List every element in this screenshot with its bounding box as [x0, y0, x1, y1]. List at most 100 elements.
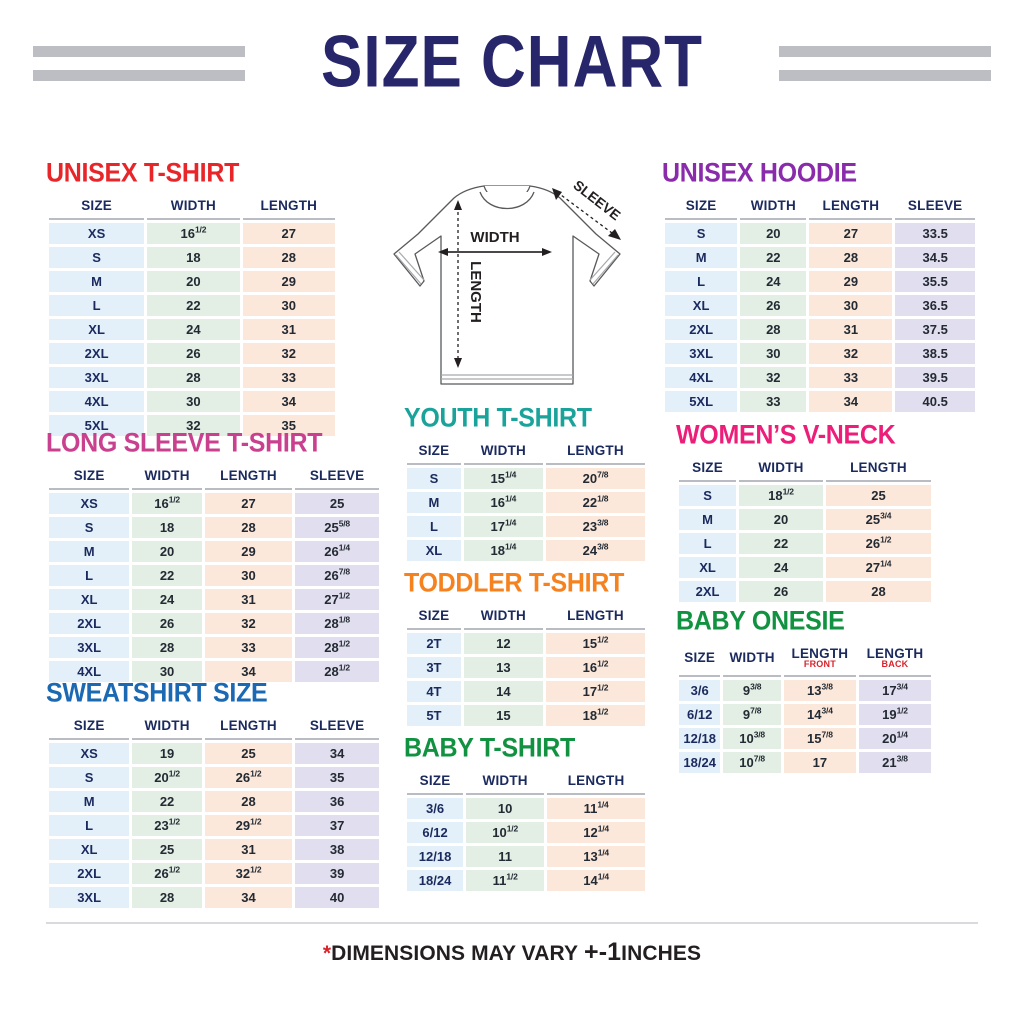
column-subheader: BACK: [881, 659, 909, 670]
cell-value: 201/4: [858, 727, 931, 749]
cell-value: 33: [204, 637, 293, 659]
column-header-width: WIDTH: [132, 715, 202, 741]
cell-value: 27: [204, 493, 293, 515]
cell-value: 37: [295, 815, 379, 837]
cell-size: XL: [49, 319, 145, 341]
table-header-row: SIZE WIDTH LENGTH: [407, 440, 645, 466]
cell-value: 34: [809, 391, 893, 413]
cell-value: 30: [740, 343, 807, 365]
cell-value: 161/2: [147, 223, 240, 245]
table-row: XS 161/2 27: [49, 223, 335, 245]
column-header-length: LENGTH: [545, 440, 645, 466]
table-row: S 18 28: [49, 247, 335, 269]
cell-value: 39: [295, 863, 379, 885]
cell-size: XS: [49, 223, 145, 245]
table-row: M 22 28 34.5: [665, 247, 975, 269]
column-header-width: WIDTH: [132, 465, 202, 491]
cell-size: 5XL: [665, 391, 738, 413]
cell-size: L: [49, 295, 145, 317]
table-header-row: SIZE WIDTH LENGTH: [49, 195, 335, 221]
cell-value: 161/4: [463, 492, 543, 514]
cell-value: 27: [809, 223, 893, 245]
cell-size: 5XL: [49, 415, 145, 437]
cell-size: L: [665, 271, 738, 293]
table-row: S 201/2 261/2 35: [49, 767, 379, 789]
decoration-bars-left: [33, 45, 245, 81]
cell-value: 30: [132, 661, 202, 683]
cell-value: 24: [740, 271, 807, 293]
column-header-size: SIZE: [665, 195, 738, 221]
table-row: L 231/2 291/2 37: [49, 815, 379, 837]
table-header-row: SIZE WIDTH LENGTH SLEEVE: [665, 195, 975, 221]
cell-value: 103/8: [723, 727, 781, 749]
cell-size: 3XL: [49, 367, 145, 389]
table-row: 3/6 10 111/4: [407, 798, 645, 820]
cell-size: XL: [679, 557, 737, 579]
cell-value: 111/2: [466, 870, 545, 892]
column-header-sleeve: SLEEVE: [895, 195, 975, 221]
column-header-length: LENGTH BACK: [858, 643, 931, 677]
size-table: SIZE WIDTH LENGTH XS 161/2 27 S 18 28 M 20 29 L 22 30 X…: [46, 192, 338, 439]
diagram-label-length: LENGTH: [467, 261, 484, 323]
cell-size: 3XL: [665, 343, 738, 365]
cell-value: 131/4: [547, 846, 645, 868]
cell-value: 28: [825, 581, 931, 603]
cell-size: XL: [407, 540, 461, 562]
cell-value: 32: [740, 367, 807, 389]
column-header-length: LENGTH: [825, 457, 931, 483]
table-title: UNISEX HOODIE: [662, 158, 857, 188]
size-table: SIZE WIDTH LENGTH 3/6 10 111/4 6/12 101/2 121/4 1…: [404, 767, 648, 894]
column-subheader: FRONT: [803, 659, 836, 670]
cell-size: 4XL: [665, 367, 738, 389]
column-header-length: LENGTH: [545, 605, 645, 631]
size-table: SIZE WIDTH LENGTH SLEEVE XS 161/2 27 25 S 18 28 255…: [46, 462, 382, 685]
cell-value: 22: [739, 533, 823, 555]
cell-value: 10: [466, 798, 545, 820]
footer-tolerance: +-1: [584, 938, 622, 966]
column-header-size: SIZE: [407, 440, 461, 466]
cell-value: 27: [242, 223, 335, 245]
table-row: 12/18 103/8 157/8 201/4: [679, 727, 931, 749]
column-header-size: SIZE: [49, 465, 130, 491]
column-header-length: LENGTH: [547, 770, 645, 796]
cell-value: 36.5: [895, 295, 975, 317]
table-row: S 151/4 207/8: [407, 468, 645, 490]
cell-size: M: [665, 247, 738, 269]
cell-value: 281/2: [295, 637, 379, 659]
table-block-long-sleeve-tshirt: LONG SLEEVE T-SHIRT SIZE WIDTH LENGTH SLEEV…: [46, 428, 382, 685]
size-table: SIZE WIDTH LENGTH S 181/2 25 M 20 253/4 L 22 261/2 X…: [676, 454, 934, 605]
cell-value: 12: [463, 633, 543, 655]
cell-value: 151/4: [463, 468, 543, 490]
column-header-width: WIDTH: [463, 605, 543, 631]
cell-value: 22: [740, 247, 807, 269]
cell-value: 24: [147, 319, 240, 341]
column-header-size: SIZE: [679, 457, 737, 483]
cell-value: 17: [783, 751, 856, 773]
cell-value: 121/4: [547, 822, 645, 844]
table-row: XL 25 31 38: [49, 839, 379, 861]
cell-value: 40: [295, 887, 379, 909]
cell-size: 3T: [407, 657, 461, 679]
cell-value: 29: [242, 271, 335, 293]
cell-value: 28: [204, 517, 293, 539]
table-title: TODDLER T-SHIRT: [404, 568, 625, 598]
table-row: L 22 30: [49, 295, 335, 317]
table-row: 6/12 101/2 121/4: [407, 822, 645, 844]
cell-value: 29: [204, 541, 293, 563]
cell-value: 11: [466, 846, 545, 868]
cell-value: 321/2: [204, 863, 293, 885]
cell-value: 34: [242, 391, 335, 413]
cell-size: S: [49, 517, 130, 539]
cell-value: 25: [825, 485, 931, 507]
cell-size: 6/12: [407, 822, 464, 844]
table-row: L 24 29 35.5: [665, 271, 975, 293]
cell-size: L: [49, 815, 130, 837]
table-row: 2XL 26 32 281/8: [49, 613, 379, 635]
table-row: M 20 29: [49, 271, 335, 293]
column-header-size: SIZE: [49, 195, 145, 221]
cell-value: 207/8: [545, 468, 645, 490]
table-title: LONG SLEEVE T-SHIRT: [46, 428, 323, 458]
cell-size: M: [49, 791, 130, 813]
cell-value: 39.5: [895, 367, 975, 389]
cell-value: 20: [739, 509, 823, 531]
